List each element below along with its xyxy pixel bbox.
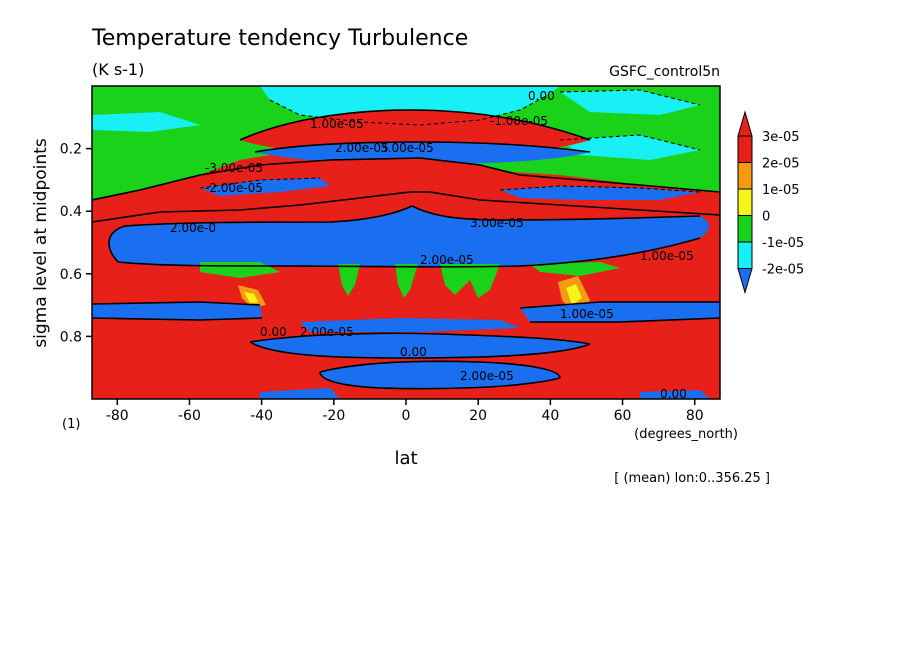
colorbar: 3e-05 2e-05 1e-05 0 -1e-05 -2e-05: [737, 110, 804, 295]
y-tick-label: 0.4: [60, 204, 82, 220]
field-yellow-left: [244, 292, 258, 303]
x-tick-label: -60: [178, 408, 201, 424]
x-axis-unit: (degrees_north): [634, 427, 738, 442]
contour-label: 1.00e-05: [310, 117, 364, 131]
y-tick-label: 0.2: [60, 142, 82, 158]
field-blue-bottom-2: [640, 390, 710, 399]
field-upper-blue: [255, 142, 590, 164]
x-tick-label: 60: [614, 408, 632, 424]
field-blue-bottom: [260, 388, 340, 399]
field-green-cell-3: [440, 264, 500, 298]
field-mid-upper-red: [92, 158, 720, 222]
chart-title: Temperature tendency Turbulence: [91, 26, 468, 51]
colorbar-box: [737, 215, 753, 243]
y-axis-title: sigma level at midpoints: [31, 138, 51, 347]
x-tick-label: 20: [469, 408, 487, 424]
colorbar-box: [737, 241, 753, 269]
colorbar-label: 2e-05: [762, 157, 800, 172]
contour-label: 0.00: [400, 345, 427, 359]
contour-label: 2.00e-05: [460, 369, 514, 383]
field-blue-strip-left: [92, 302, 262, 320]
contour-label: -3.00e-05: [205, 161, 263, 175]
y-axis-unit: (1): [62, 417, 80, 432]
colorbar-label: -1e-05: [762, 236, 804, 251]
colorbar-arrow-bottom: [737, 268, 753, 295]
x-tick-label: -20: [322, 408, 345, 424]
colorbar-label: 0: [762, 210, 770, 225]
colorbar-label: -2e-05: [762, 263, 804, 278]
x-tick-label: -40: [250, 408, 273, 424]
mean-note: [ (mean) lon:0..356.25 ]: [614, 471, 770, 486]
x-tick-label: 0: [402, 408, 411, 424]
y-tick-label: 0.8: [60, 329, 82, 345]
contour-label: -2.00e-05: [205, 181, 263, 195]
colorbar-box: [737, 188, 753, 216]
field-blue-strip-right: [520, 302, 720, 322]
field-mid-upper-blue-left: [200, 178, 330, 196]
contour-label: 3.00e-05: [380, 141, 434, 155]
colorbar-label: 3e-05: [762, 130, 800, 145]
chart-units: (K s-1): [92, 60, 144, 79]
contour-label: 2.00e-05: [420, 253, 474, 267]
contour-label: 3.00e-05: [470, 216, 524, 230]
field-yellow-right: [566, 284, 582, 305]
contour-label: 0.00: [260, 325, 287, 339]
contour-labels: 1.00e-05 2.00e-05 3.00e-05 -3.00e-05 -2.…: [170, 89, 694, 401]
colorbar-box: [737, 135, 753, 163]
y-tick-label: 0.6: [60, 267, 82, 283]
colorbar-label: 1e-05: [762, 183, 800, 198]
contour-label: 1.00e-05: [640, 249, 694, 263]
x-tick-label: 40: [541, 408, 559, 424]
y-axis: 0.2 0.4 0.6 0.8: [60, 142, 92, 345]
contour-lines: [92, 109, 720, 390]
x-axis: -80 -60 -40 -20 0 20 40 60 80: [106, 399, 704, 424]
field-green-right: [530, 262, 620, 276]
contour-label: 0.00: [660, 387, 687, 401]
field-blue-lower-1: [250, 333, 590, 358]
x-tick-label: 80: [686, 408, 704, 424]
contour-label: 2.00e-05: [335, 141, 389, 155]
field-blue-lower-2: [320, 361, 560, 389]
field-mid-upper-blue-right: [500, 186, 700, 200]
colorbar-box: [737, 162, 753, 190]
plot-area: 1.00e-05 2.00e-05 3.00e-05 -3.00e-05 -2.…: [92, 86, 720, 401]
colorbar-arrow-top: [737, 110, 753, 137]
contour-label: 2.00e-0: [170, 221, 216, 235]
field-top-cyan-3: [92, 112, 200, 132]
run-label: GSFC_control5n: [609, 64, 720, 80]
contour-label: 0.00: [528, 89, 555, 103]
x-tick-label: -80: [106, 408, 129, 424]
contour-lines-dashed: [199, 89, 701, 193]
field-green-cell-2: [395, 264, 418, 298]
field-blue-strip-mid: [300, 318, 520, 332]
contour-label: 1.00e-05: [560, 307, 614, 321]
field-main-blue: [108, 206, 709, 267]
x-axis-title: lat: [394, 448, 417, 469]
field-green-cell-1: [338, 264, 360, 296]
contour-label: 2.00e-05: [300, 325, 354, 339]
contour-label: -1.00e-05: [490, 114, 548, 128]
